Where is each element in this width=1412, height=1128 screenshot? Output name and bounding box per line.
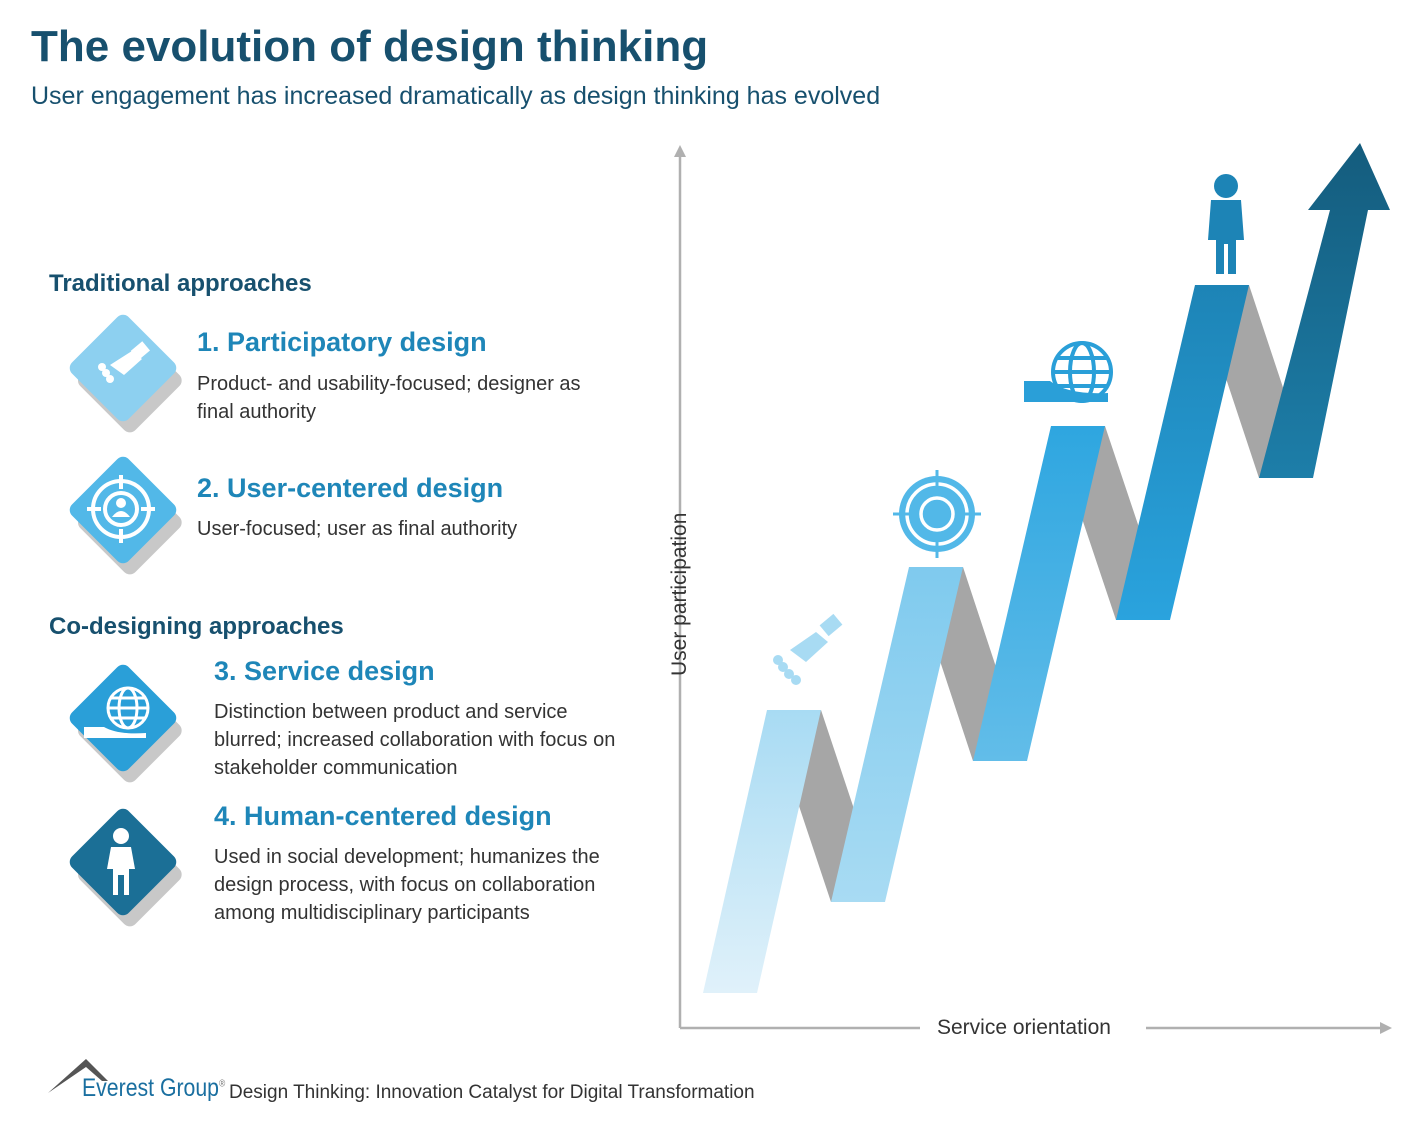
person-step-icon [1208, 174, 1244, 274]
item-2-description: User-focused; user as final authority [197, 518, 518, 540]
handshake-step-icon [773, 613, 843, 685]
target-step-icon [893, 470, 981, 558]
item-4-description: Used in social development; humanizes th… [214, 846, 600, 924]
item-4-title: 4. Human-centered design [214, 801, 552, 831]
item-1-title: 1. Participatory design [197, 327, 487, 357]
y-axis [678, 155, 1385, 1030]
item-3-title: 3. Service design [214, 656, 435, 686]
step-2-user-centered [831, 567, 963, 902]
step-1-participatory [703, 710, 821, 993]
footer-source: Design Thinking: Innovation Catalyst for… [229, 1082, 755, 1103]
globe-hand-icon [69, 664, 182, 783]
step-3-service [973, 426, 1105, 761]
x-axis-label: Service orientation [937, 1016, 1111, 1039]
target-user-icon [69, 456, 182, 575]
handshake-icon [69, 314, 182, 433]
person-icon [69, 808, 182, 927]
everest-logo-mountain-icon [48, 1059, 108, 1093]
page-title: The evolution of design thinking [31, 22, 709, 71]
zigzag-down-segments [767, 285, 1313, 902]
page-subtitle: User engagement has increased dramatical… [31, 82, 881, 110]
item-3-description: Distinction between product and service … [214, 701, 616, 779]
y-axis-label: User participation [668, 512, 691, 676]
section-codesigning: Co-designing approaches [49, 613, 344, 640]
item-1-description: Product- and usability-focused; designer… [197, 373, 581, 423]
globe-step-icon [1024, 341, 1113, 403]
growth-arrow [1259, 143, 1390, 478]
section-traditional: Traditional approaches [49, 270, 312, 297]
step-4-human-centered [1116, 285, 1249, 620]
item-2-title: 2. User-centered design [197, 473, 504, 503]
footer-brand: Everest Group® [82, 1074, 226, 1102]
